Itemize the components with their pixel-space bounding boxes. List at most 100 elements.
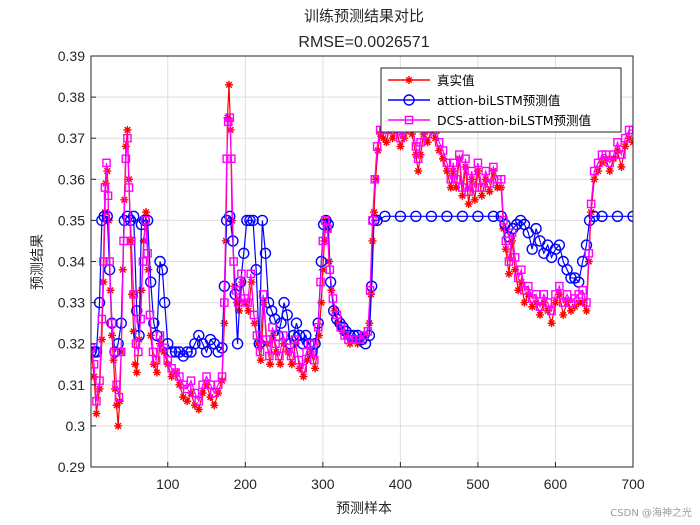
data-point — [202, 372, 211, 381]
data-point — [593, 158, 603, 168]
data-point — [140, 216, 150, 225]
data-point — [129, 327, 138, 336]
data-point — [605, 158, 615, 168]
data-point — [275, 351, 284, 361]
data-point — [198, 389, 207, 398]
x-tick-label: 700 — [621, 476, 645, 492]
data-point — [194, 405, 203, 414]
data-point — [112, 380, 121, 390]
data-point — [507, 228, 517, 238]
data-point — [394, 210, 407, 222]
data-point — [107, 318, 117, 328]
data-point — [124, 183, 134, 192]
data-point — [416, 138, 425, 147]
data-point — [91, 372, 99, 381]
data-point — [278, 296, 290, 309]
data-point — [410, 210, 422, 222]
data-point — [145, 310, 155, 320]
data-point — [92, 409, 101, 418]
data-point — [370, 208, 379, 217]
data-point — [442, 167, 451, 176]
data-point — [132, 368, 141, 377]
x-tick-label: 500 — [466, 476, 490, 492]
data-point — [299, 372, 308, 381]
data-point — [154, 255, 166, 268]
data-point — [452, 183, 461, 192]
data-point — [590, 175, 599, 184]
data-point — [526, 243, 538, 255]
data-point — [210, 401, 219, 410]
data-point — [217, 372, 227, 381]
data-point — [95, 376, 104, 385]
data-point — [318, 265, 327, 274]
data-point — [510, 253, 520, 262]
data-point — [467, 175, 476, 184]
y-tick-label: 0.31 — [58, 377, 85, 393]
data-point — [514, 214, 527, 227]
data-point — [225, 80, 234, 89]
data-point — [158, 296, 171, 309]
data-point — [487, 210, 500, 222]
data-point — [303, 356, 312, 365]
data-point — [123, 133, 132, 143]
data-point — [446, 183, 455, 192]
data-point — [220, 319, 229, 328]
y-tick-label: 0.29 — [58, 459, 85, 475]
data-point — [566, 306, 575, 315]
watermark: CSDN @海神之光 — [610, 508, 692, 519]
data-point — [555, 281, 564, 291]
data-point — [530, 222, 542, 235]
data-point — [148, 347, 158, 357]
data-point — [131, 339, 141, 349]
data-point — [311, 364, 320, 373]
data-point — [582, 298, 591, 307]
data-point — [190, 388, 200, 398]
data-point — [95, 384, 104, 393]
data-point — [255, 347, 265, 357]
data-point — [514, 286, 523, 295]
data-point — [102, 158, 111, 168]
data-point — [458, 191, 467, 200]
data-point — [127, 236, 136, 246]
data-point — [551, 290, 560, 299]
data-point — [258, 290, 268, 299]
data-point — [101, 210, 113, 222]
data-point — [501, 236, 511, 246]
data-point — [524, 281, 533, 291]
y-tick-label: 0.38 — [58, 89, 85, 105]
data-point — [621, 142, 630, 151]
data-point — [91, 359, 99, 369]
data-point — [449, 167, 458, 176]
series-3 — [91, 113, 633, 406]
data-point — [499, 216, 508, 225]
data-point — [231, 338, 244, 350]
x-axis: 100 200 300 400 500 600 700 — [156, 462, 645, 492]
data-point — [163, 355, 173, 365]
data-point — [121, 142, 130, 151]
data-point — [179, 393, 188, 402]
chart-title: 训练预测结果对比 — [304, 7, 424, 25]
data-point — [100, 183, 110, 192]
data-point — [105, 257, 114, 266]
data-point — [425, 210, 438, 222]
chart-subtitle: RMSE=0.0026571 — [298, 34, 429, 51]
data-point — [294, 355, 304, 365]
data-point — [576, 255, 589, 268]
data-point — [204, 333, 217, 346]
legend: 真实值 attion-biLSTM预测值 DCS-attion-biLSTM预测值 — [380, 67, 622, 133]
data-point — [569, 272, 581, 284]
data-point — [485, 187, 494, 196]
data-point — [256, 214, 269, 227]
data-point — [276, 360, 285, 369]
data-point — [290, 335, 300, 344]
data-point — [175, 372, 184, 381]
data-point — [489, 162, 498, 172]
data-point — [287, 360, 296, 369]
data-point — [328, 294, 338, 303]
data-point — [627, 210, 633, 222]
data-point — [91, 346, 97, 358]
data-point — [271, 339, 280, 349]
data-point — [246, 269, 256, 279]
data-point — [194, 396, 204, 406]
data-point — [307, 347, 316, 356]
